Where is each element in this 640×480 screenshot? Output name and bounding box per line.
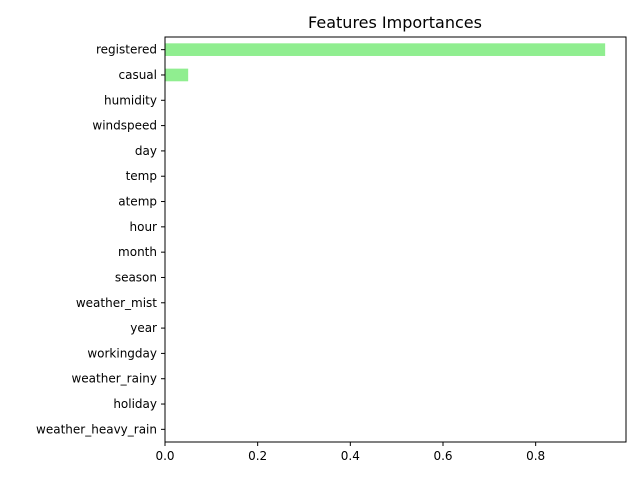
y-tick-label: temp [126, 169, 157, 183]
y-tick-label: year [130, 321, 157, 335]
y-tick-label: weather_rainy [71, 372, 157, 386]
y-tick-label: humidity [104, 93, 157, 107]
axes-border [164, 36, 627, 443]
y-tick-label: holiday [113, 397, 157, 411]
x-tick-label: 0.8 [526, 449, 545, 463]
x-tick-label: 0.4 [341, 449, 360, 463]
y-tick-label: casual [119, 68, 158, 82]
y-tick-label: month [118, 245, 157, 259]
bars-layer [165, 43, 606, 386]
y-tick-label: registered [96, 43, 157, 57]
y-tick-label: workingday [87, 346, 157, 360]
y-tick-label: weather_heavy_rain [36, 422, 157, 436]
y-tick-label: day [135, 144, 157, 158]
y-axis-ticks: registered casual humidity windspeed day temp… [36, 43, 165, 436]
x-tick-label: 0.0 [155, 449, 174, 463]
y-tick-label: weather_mist [76, 296, 157, 310]
y-tick-label: atemp [118, 195, 157, 209]
bar-registered [165, 43, 606, 56]
x-tick-label: 0.6 [433, 449, 452, 463]
x-axis-ticks: 0.0 0.2 0.4 0.6 0.8 [155, 442, 545, 463]
bar-casual [165, 68, 189, 82]
y-tick-label: season [115, 270, 157, 284]
axes-frame [164, 36, 627, 443]
chart-title: Features Importances [308, 13, 482, 32]
x-tick-label: 0.2 [248, 449, 267, 463]
y-tick-label: hour [130, 220, 158, 234]
y-tick-label: windspeed [92, 119, 157, 133]
